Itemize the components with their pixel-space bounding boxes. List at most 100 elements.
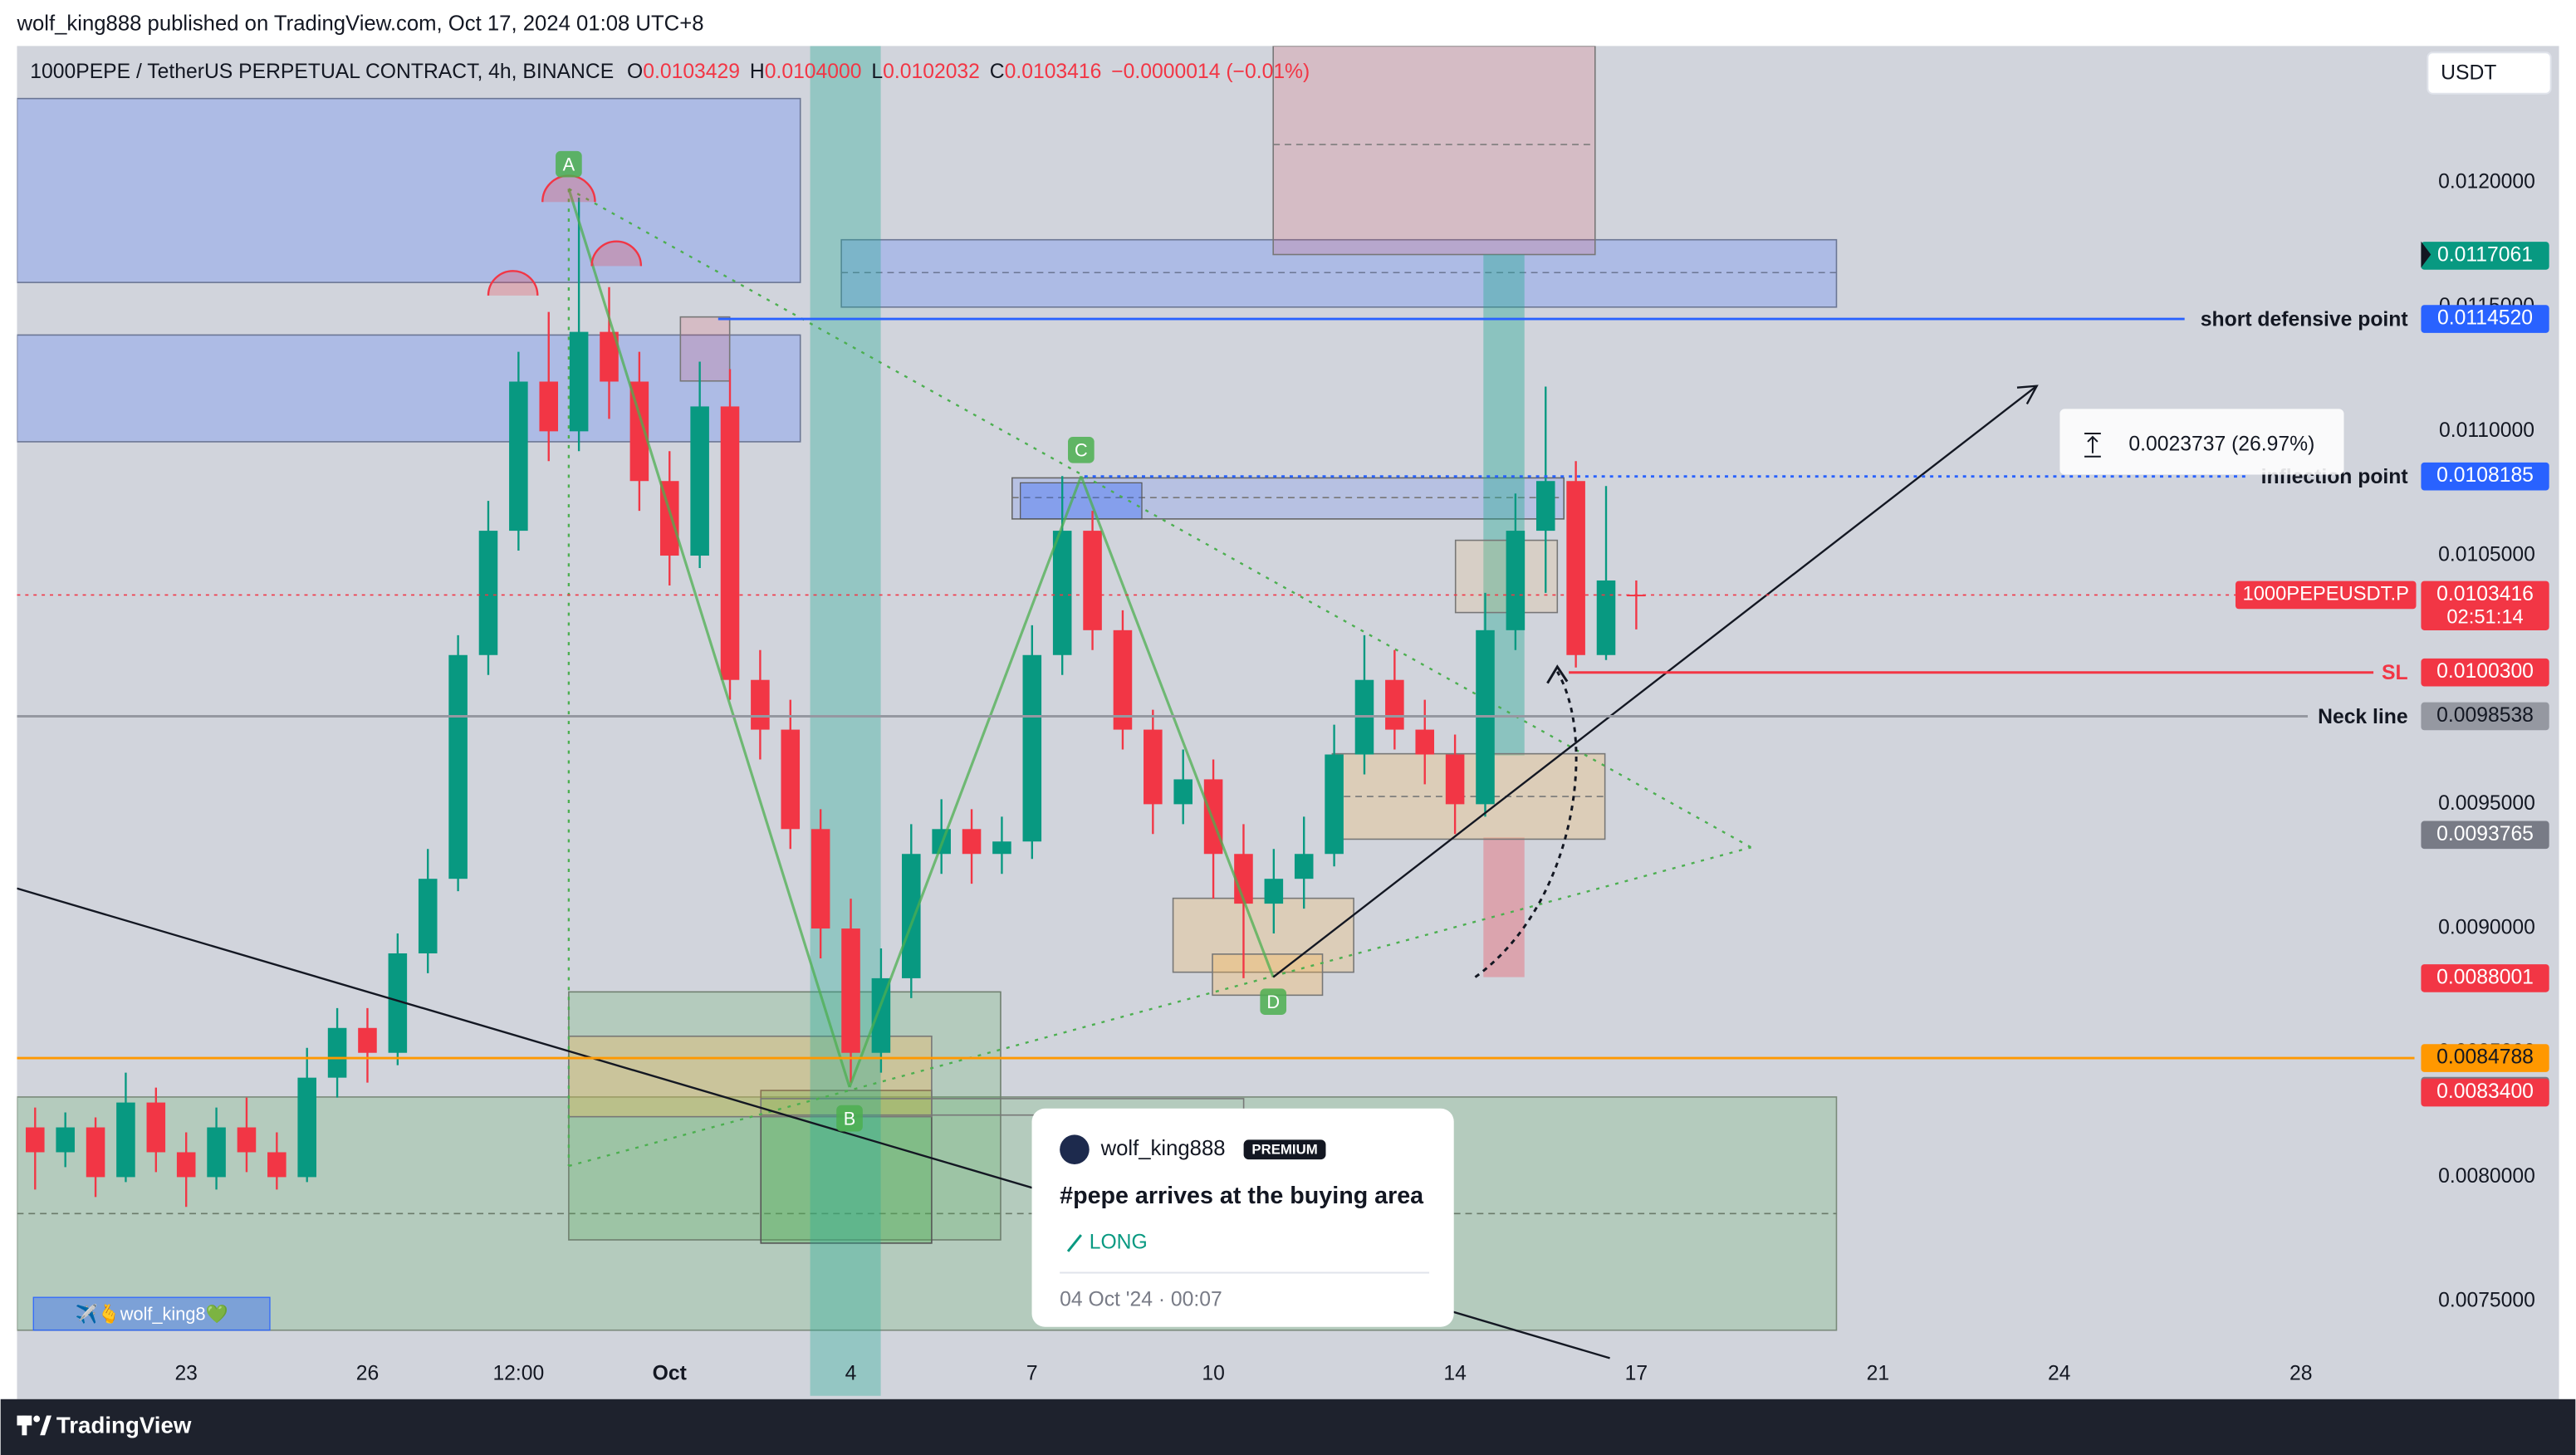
harmonic-leg — [567, 188, 851, 1088]
ohlc-value: 0.0103429 — [643, 61, 740, 83]
trend-arrow — [1272, 385, 2038, 978]
harmonic-leg — [848, 475, 1083, 1088]
ohlc-letter: L — [871, 61, 883, 83]
measure-label: 0.0023737 (26.97%) — [2128, 433, 2314, 455]
candle-body — [1083, 531, 1102, 630]
pattern-dotted — [568, 846, 1751, 1168]
x-tick-label: 17 — [1625, 1363, 1648, 1385]
x-tick-label: 4 — [845, 1363, 857, 1385]
symbol-label: 1000PEPEUSDT.P — [2243, 584, 2409, 605]
pattern-label: D — [1266, 992, 1280, 1012]
zone-green — [568, 991, 1002, 1241]
ohlc-letter: O — [627, 61, 643, 83]
price-tag-label: 0.0114520 — [2437, 307, 2533, 330]
y-tick-label: 0.0110000 — [2439, 419, 2534, 442]
candle-body — [1566, 481, 1585, 655]
candle-body — [902, 854, 921, 978]
published-line: wolf_king888 published on TradingView.co… — [16, 12, 703, 35]
candle-body — [811, 829, 830, 929]
symbol-legend: 1000PEPE / TetherUS PERPETUAL CONTRACT, … — [30, 61, 1310, 83]
price-tag — [2421, 702, 2549, 731]
zone-blue — [17, 97, 801, 283]
price-tag — [2421, 821, 2549, 850]
price-tag-label: 0.0103416 — [2436, 583, 2534, 605]
y-tick-label: 0.0095000 — [2438, 792, 2535, 815]
price-tag — [2421, 1078, 2549, 1107]
price-tag — [2421, 305, 2549, 333]
arrow-head — [1546, 664, 1569, 684]
candle-body — [629, 381, 649, 482]
candle-body — [1264, 879, 1284, 904]
candle-body — [1173, 779, 1193, 805]
author-avatar — [1060, 1134, 1090, 1164]
countdown: 02:51:14 — [2446, 606, 2523, 628]
harmonic-leg — [1080, 475, 1275, 978]
x-tick-label: 14 — [1443, 1363, 1467, 1385]
zone-blue — [840, 238, 1838, 308]
candle-body — [539, 381, 559, 432]
time-band — [810, 46, 881, 1396]
ohlc-value: 0.0104000 — [765, 61, 862, 83]
x-tick-label: 7 — [1026, 1363, 1038, 1385]
candle-body — [751, 679, 770, 730]
candle-body — [1535, 481, 1555, 532]
shoulder-arc — [590, 240, 643, 267]
x-tick-label: 10 — [1202, 1363, 1224, 1385]
candle-body — [1415, 729, 1435, 755]
ohlc-letter: H — [750, 61, 765, 83]
pattern-badge — [1260, 988, 1287, 1016]
logo-part — [40, 1415, 51, 1436]
logo-part — [33, 1415, 41, 1423]
y-tick-label: 0.0075000 — [2438, 1290, 2535, 1312]
candle-body — [26, 1127, 45, 1153]
zone-pink — [1272, 46, 1596, 256]
candle-body — [418, 879, 438, 953]
candle-body — [1203, 779, 1223, 855]
price-tag-label: 0.0093765 — [2436, 823, 2534, 845]
currency-button — [2427, 51, 2552, 95]
candle-body — [56, 1127, 75, 1153]
x-tick-label: Oct — [653, 1363, 687, 1385]
measure-icon — [2084, 433, 2101, 458]
price-tag — [2421, 581, 2549, 630]
x-tick-label: 24 — [2048, 1363, 2071, 1385]
card-direction: LONG — [1090, 1231, 1148, 1253]
pattern-badge — [1068, 436, 1095, 463]
price-tag-label: 0.0098538 — [2436, 704, 2534, 727]
candle-body — [327, 1027, 347, 1078]
y-tick-label: 0.0080000 — [2438, 1165, 2535, 1188]
candle-body — [690, 406, 709, 556]
pattern-badge — [556, 150, 582, 178]
overlay: 0.00750000.00800000.00850000.00900000.00… — [17, 51, 2552, 1385]
candle-body — [1022, 654, 1042, 842]
zone-blue — [17, 334, 801, 443]
arrow-head — [2016, 385, 2039, 405]
candle-body — [267, 1152, 286, 1178]
price-tag-label: 0.0100300 — [2436, 660, 2534, 683]
pattern-label: B — [844, 1108, 856, 1129]
candle-body — [1385, 679, 1404, 730]
candle-body — [509, 381, 528, 532]
candle-body — [1506, 531, 1526, 630]
price-tag-label: 0.0083400 — [2436, 1080, 2534, 1103]
price-tag — [2421, 964, 2549, 992]
pattern-label: C — [1075, 440, 1088, 461]
x-tick-label: 28 — [2290, 1363, 2312, 1385]
watermark: ✈️🫰wolf_king8💚 — [76, 1303, 229, 1325]
candle-body — [781, 729, 801, 830]
zone-gray — [1011, 477, 1565, 520]
zone-pink-small — [679, 316, 731, 382]
price-tag — [2421, 1044, 2549, 1072]
candle-body — [569, 331, 589, 432]
footer-brand: TradingView — [56, 1413, 192, 1438]
candle-body — [146, 1102, 166, 1153]
x-tick-label: 12:00 — [492, 1363, 544, 1385]
time-band-red — [1483, 837, 1525, 977]
y-tick-label: 0.0105000 — [2438, 544, 2535, 566]
candle-body — [207, 1127, 226, 1178]
candle-body — [992, 841, 1011, 855]
price-tag-label: 0.0088001 — [2436, 966, 2534, 988]
card-date: 04 Oct '24 · 00:07 — [1060, 1289, 1222, 1311]
candle-body — [176, 1152, 196, 1178]
